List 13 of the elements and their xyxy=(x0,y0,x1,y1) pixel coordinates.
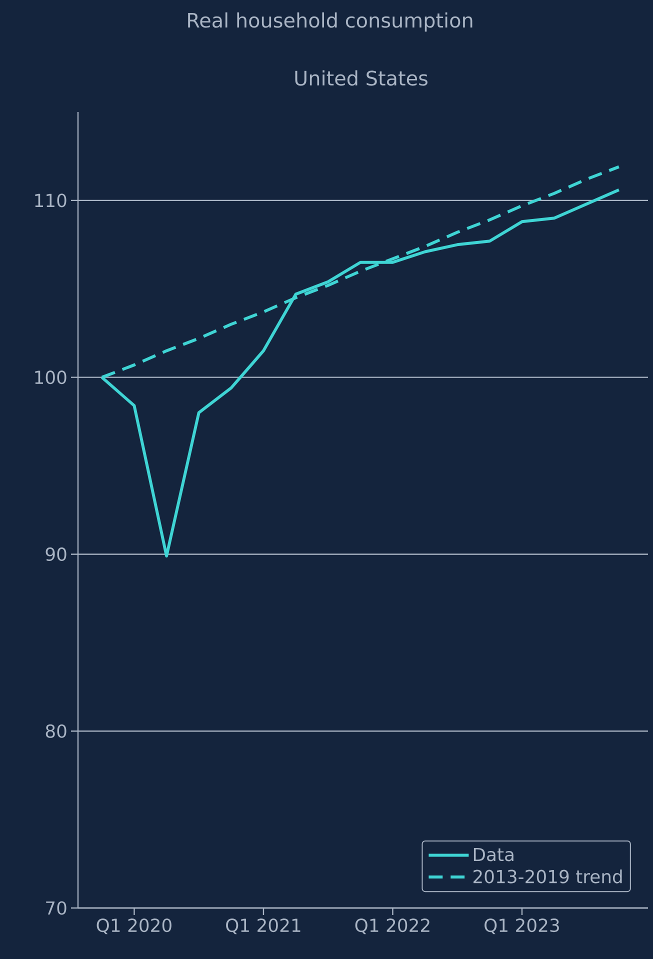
legend-label: 2013-2019 trend xyxy=(474,869,622,884)
legend-label: Data xyxy=(474,848,514,862)
y-tick-label: 70 xyxy=(46,901,66,915)
chart-subtitle: United States xyxy=(295,70,428,86)
x-tick-label: Q1 2022 xyxy=(355,918,430,934)
y-tick-label: 100 xyxy=(35,370,66,384)
y-tick-label: 110 xyxy=(35,194,66,208)
x-tick-label: Q1 2021 xyxy=(226,918,300,934)
y-tick-label: 90 xyxy=(46,547,66,561)
y-tick-label: 80 xyxy=(46,724,66,738)
x-tick-label: Q1 2023 xyxy=(484,918,559,934)
x-tick-label: Q1 2020 xyxy=(96,918,172,934)
chart-title: Real household consumption xyxy=(188,12,472,32)
